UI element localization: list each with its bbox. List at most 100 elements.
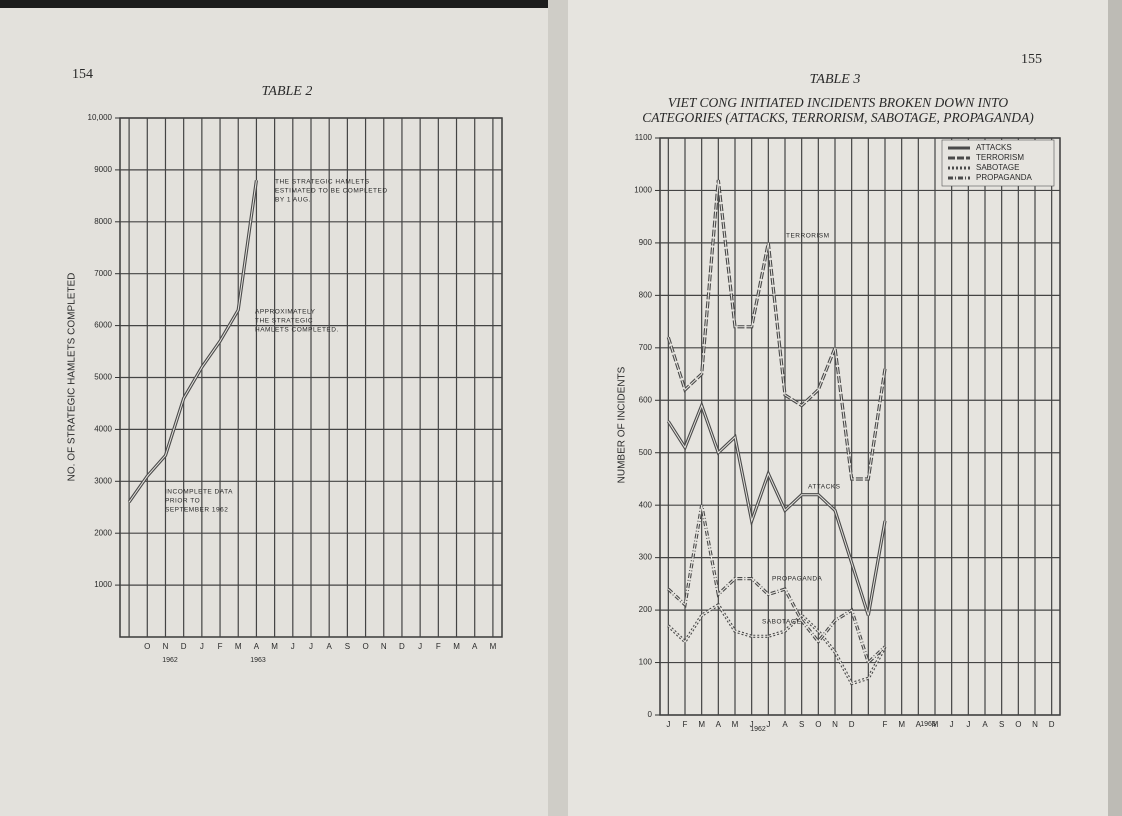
chart-subtitle: CATEGORIES (ATTACKS, TERRORISM, SABOTAGE… (642, 110, 1034, 125)
x-tick-label: J (418, 642, 422, 651)
y-tick-label: 0 (648, 710, 653, 719)
annotation: TERRORISM (786, 233, 830, 240)
y-tick-label: 7000 (94, 269, 112, 278)
x-tick-label: F (436, 642, 441, 651)
y-tick-label: 9000 (94, 165, 112, 174)
annotation: SABOTAGE (762, 619, 801, 626)
x-tick-label: J (309, 642, 313, 651)
x-tick-label: D (849, 720, 855, 729)
legend-label: SABOTAGE (976, 163, 1019, 172)
x-tick-label: M (932, 720, 939, 729)
y-tick-label: 300 (639, 553, 653, 562)
y-tick-label: 600 (639, 395, 653, 404)
y-tick-label: 100 (639, 658, 653, 667)
x-tick-label: D (1049, 720, 1055, 729)
year-label: 1963 (250, 657, 266, 664)
x-tick-label: J (966, 720, 970, 729)
y-tick-label: 400 (639, 500, 653, 509)
chart-title: TABLE 3 (810, 72, 861, 87)
x-tick-label: J (950, 720, 954, 729)
x-tick-label: D (399, 642, 405, 651)
y-axis-label: NO. OF STRATEGIC HAMLETS COMPLETED (67, 273, 78, 482)
x-tick-label: J (750, 720, 754, 729)
annotation: ESTIMATED TO BE COMPLETED (275, 188, 388, 195)
x-tick-label: A (916, 720, 922, 729)
gutter (548, 0, 568, 816)
x-tick-label: A (254, 642, 260, 651)
annotation: THE STRATEGIC HAMLETS (275, 179, 370, 186)
x-tick-label: S (799, 720, 804, 729)
right-page (556, 0, 1122, 816)
x-tick-label: J (766, 720, 770, 729)
x-tick-label: A (782, 720, 788, 729)
x-tick-label: M (271, 642, 278, 651)
x-tick-label: O (1015, 720, 1021, 729)
annotation: INCOMPLETE DATA (165, 489, 233, 496)
y-tick-label: 10,000 (88, 113, 113, 122)
chart-subtitle: VIET CONG INITIATED INCIDENTS BROKEN DOW… (668, 95, 1009, 110)
y-tick-label: 500 (639, 448, 653, 457)
x-tick-label: M (698, 720, 705, 729)
x-tick-label: A (982, 720, 988, 729)
y-tick-label: 700 (639, 343, 653, 352)
x-tick-label: D (181, 642, 187, 651)
y-tick-label: 1000 (634, 186, 652, 195)
x-tick-label: M (235, 642, 242, 651)
y-tick-label: 4000 (94, 425, 112, 434)
x-tick-label: F (218, 642, 223, 651)
y-tick-label: 1100 (635, 133, 653, 142)
y-tick-label: 2000 (94, 528, 112, 537)
year-label: 1962 (162, 657, 178, 664)
x-tick-label: S (999, 720, 1004, 729)
y-tick-label: 200 (639, 605, 653, 614)
legend-label: TERRORISM (976, 153, 1024, 162)
x-tick-label: A (472, 642, 478, 651)
annotation: ATTACKS (808, 484, 841, 491)
series-line-inner (128, 180, 257, 503)
x-tick-label: N (1032, 720, 1038, 729)
y-tick-label: 8000 (94, 217, 112, 226)
x-tick-label: A (716, 720, 722, 729)
left-page (0, 8, 556, 816)
page-number: 155 (1021, 52, 1042, 67)
legend-label: PROPAGANDA (976, 173, 1033, 182)
year-label: 1963 (920, 721, 936, 728)
series-line-inner (667, 179, 886, 480)
y-tick-label: 900 (639, 238, 653, 247)
x-tick-label: O (815, 720, 821, 729)
x-tick-label: M (898, 720, 905, 729)
x-tick-label: J (666, 720, 670, 729)
series-line-inner (667, 404, 886, 616)
x-tick-label: M (732, 720, 739, 729)
annotation: SEPTEMBER 1962 (165, 507, 228, 514)
x-tick-label: N (381, 642, 387, 651)
series-line-inner (667, 604, 886, 685)
annotation: BY 1 AUG. (275, 197, 311, 204)
annotation: PRIOR TO (165, 498, 200, 505)
x-tick-label: J (291, 642, 295, 651)
series-line-inner (667, 505, 886, 664)
page-number: 154 (72, 67, 93, 82)
x-tick-label: S (345, 642, 350, 651)
y-tick-label: 5000 (94, 373, 112, 382)
annotation: HAMLETS COMPLETED. (255, 327, 339, 334)
x-tick-label: O (362, 642, 368, 651)
x-tick-label: F (683, 720, 688, 729)
x-tick-label: O (144, 642, 150, 651)
y-tick-label: 1000 (94, 580, 112, 589)
annotation: PROPAGANDA (772, 576, 823, 583)
x-tick-label: N (163, 642, 169, 651)
x-tick-label: N (832, 720, 838, 729)
y-axis-label: NUMBER OF INCIDENTS (617, 366, 628, 483)
x-tick-label: J (200, 642, 204, 651)
x-tick-label: A (327, 642, 333, 651)
x-tick-label: F (883, 720, 888, 729)
y-tick-label: 6000 (94, 321, 112, 330)
x-tick-label: M (490, 642, 497, 651)
legend-label: ATTACKS (976, 143, 1012, 152)
year-label: 1962 (750, 726, 766, 733)
x-tick-label: M (453, 642, 460, 651)
y-tick-label: 3000 (94, 476, 112, 485)
chart-title: TABLE 2 (262, 84, 313, 99)
